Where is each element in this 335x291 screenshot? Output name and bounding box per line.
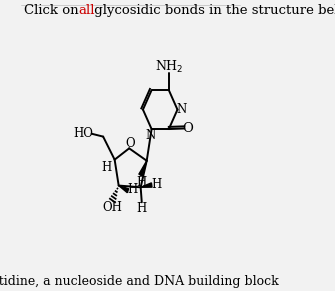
Text: O: O bbox=[183, 122, 193, 135]
Polygon shape bbox=[119, 186, 129, 193]
Text: H: H bbox=[151, 178, 161, 191]
Text: OH: OH bbox=[102, 201, 122, 214]
Text: H: H bbox=[137, 203, 147, 215]
Text: H: H bbox=[136, 175, 146, 189]
Text: N: N bbox=[146, 129, 156, 143]
Text: Click on: Click on bbox=[24, 4, 83, 17]
Text: glycosidic bonds in the structure below.: glycosidic bonds in the structure below. bbox=[89, 4, 335, 17]
Text: H: H bbox=[101, 161, 111, 174]
Text: all: all bbox=[78, 4, 95, 17]
Text: O: O bbox=[125, 137, 135, 150]
Polygon shape bbox=[139, 161, 147, 176]
Polygon shape bbox=[141, 183, 152, 187]
Text: NH$_2$: NH$_2$ bbox=[154, 58, 183, 74]
Text: N: N bbox=[177, 102, 187, 116]
Text: H: H bbox=[127, 183, 137, 196]
Text: Cytidine, a nucleoside and DNA building block: Cytidine, a nucleoside and DNA building … bbox=[0, 275, 279, 288]
Text: HO: HO bbox=[73, 127, 93, 140]
